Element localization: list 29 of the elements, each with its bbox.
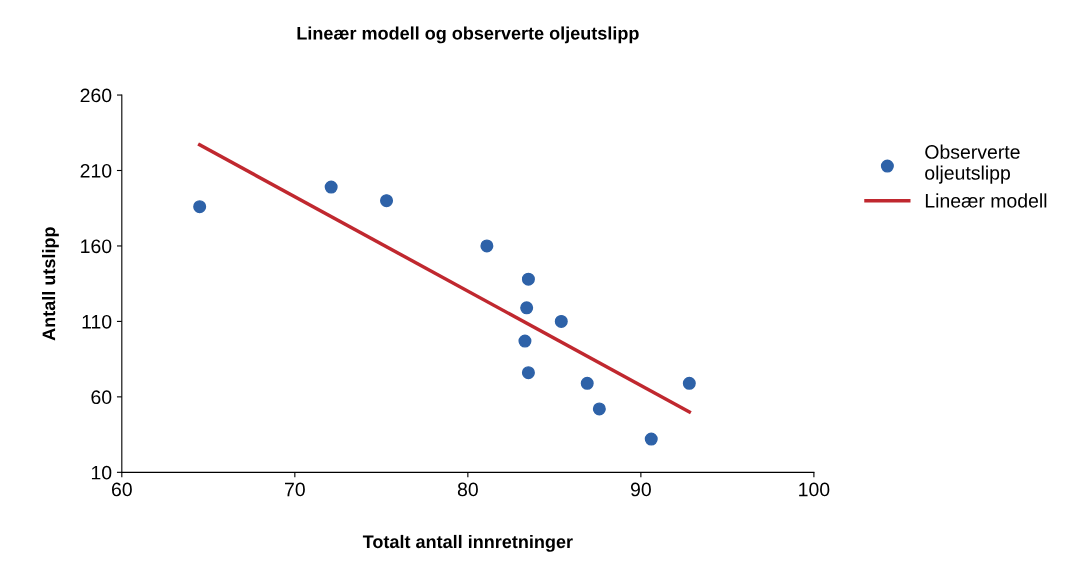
legend-label: Observerte oljeutslipp bbox=[925, 144, 1020, 184]
y-tick-label: 10 bbox=[91, 465, 112, 480]
y-tick-label: 160 bbox=[81, 239, 112, 254]
point bbox=[580, 376, 594, 390]
point bbox=[554, 314, 568, 328]
point bbox=[521, 366, 535, 380]
y-tick-label: 210 bbox=[80, 163, 112, 178]
point bbox=[520, 301, 534, 315]
legend-label: Lineær modell bbox=[925, 193, 1047, 208]
point bbox=[380, 194, 394, 208]
x-tick-label: 80 bbox=[457, 482, 478, 497]
x-tick-label: 100 bbox=[799, 482, 830, 497]
point bbox=[324, 180, 338, 194]
x-tick-label: 90 bbox=[630, 482, 651, 497]
point bbox=[518, 334, 532, 348]
chart-title: Lineær modell og observerte oljeutslipp bbox=[297, 26, 639, 44]
y-tick-label: 110 bbox=[82, 314, 112, 329]
point bbox=[521, 272, 535, 286]
y-tick-label: 60 bbox=[91, 390, 112, 405]
y-tick-label: 260 bbox=[80, 88, 112, 103]
point bbox=[193, 200, 207, 214]
point bbox=[480, 239, 494, 253]
y-axis-title: Antall utslipp bbox=[41, 227, 59, 341]
x-tick-label: 60 bbox=[111, 482, 132, 497]
x-tick-label: 70 bbox=[285, 482, 305, 497]
point bbox=[592, 402, 606, 416]
x-axis-title: Totalt antall innretninger bbox=[362, 534, 573, 552]
point bbox=[682, 376, 696, 390]
point bbox=[644, 432, 658, 446]
